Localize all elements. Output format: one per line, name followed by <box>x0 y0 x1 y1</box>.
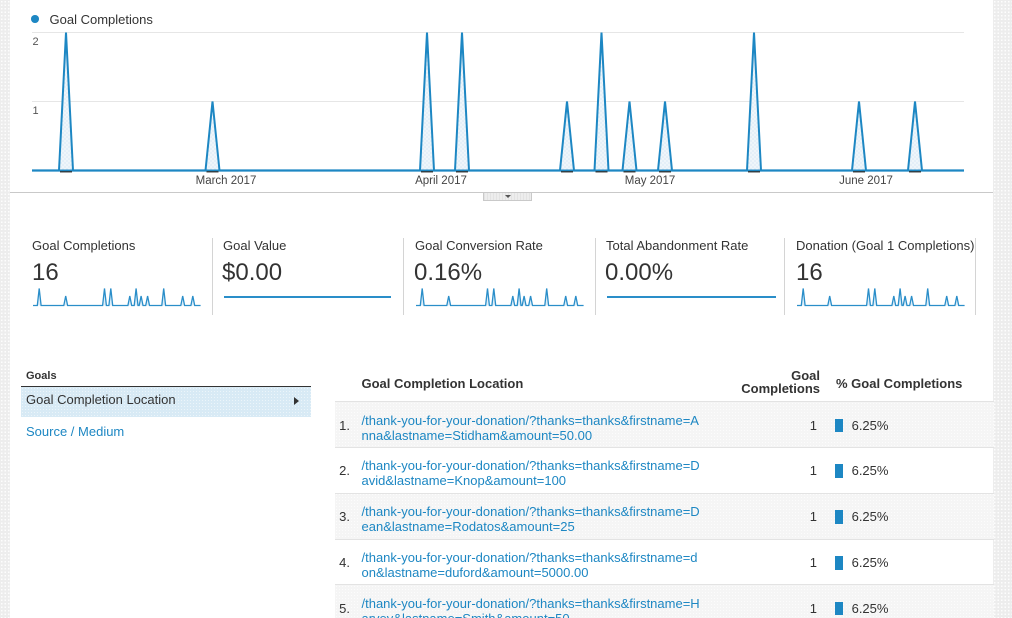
svg-text:2: 2 <box>33 36 39 48</box>
svg-text:1: 1 <box>33 105 39 117</box>
